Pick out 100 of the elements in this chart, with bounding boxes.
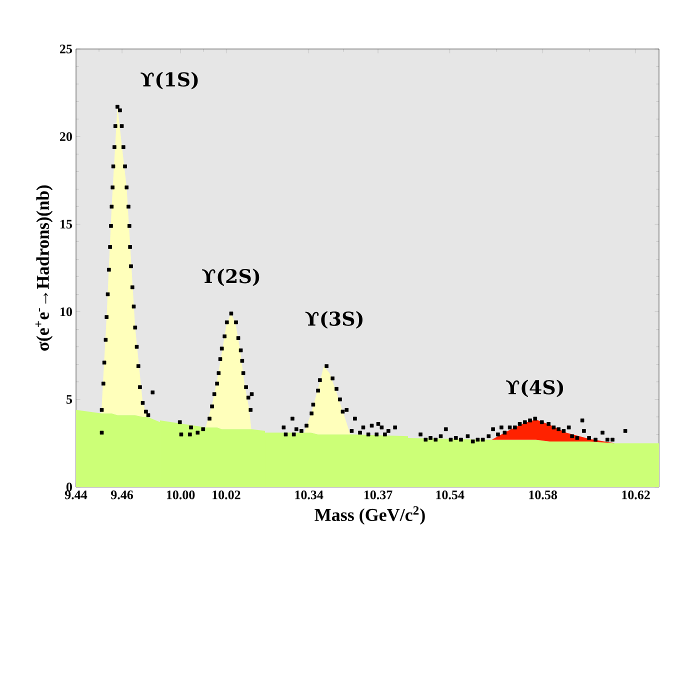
point bbox=[434, 438, 438, 442]
point bbox=[218, 357, 222, 361]
point bbox=[540, 420, 544, 424]
x-tick-label: 10.58 bbox=[529, 490, 557, 500]
point bbox=[316, 388, 320, 393]
point bbox=[500, 426, 504, 430]
point bbox=[393, 426, 397, 430]
point bbox=[518, 422, 522, 426]
point bbox=[248, 408, 253, 412]
point bbox=[120, 124, 124, 128]
point bbox=[310, 412, 314, 416]
point bbox=[244, 385, 248, 390]
point bbox=[300, 429, 304, 433]
point bbox=[594, 438, 598, 442]
point bbox=[118, 108, 122, 112]
point bbox=[502, 430, 507, 435]
y-tick-label: 10 bbox=[60, 307, 72, 316]
point bbox=[104, 338, 108, 342]
annotation: ϒ(3S) bbox=[305, 311, 362, 329]
point bbox=[189, 426, 193, 430]
point bbox=[236, 336, 240, 340]
point bbox=[552, 426, 556, 430]
point bbox=[582, 429, 586, 433]
point bbox=[146, 413, 150, 418]
point bbox=[123, 164, 127, 168]
point bbox=[224, 320, 229, 324]
point bbox=[318, 378, 322, 382]
point bbox=[428, 436, 432, 440]
point bbox=[138, 385, 142, 390]
point bbox=[459, 438, 463, 442]
point bbox=[366, 432, 370, 436]
point bbox=[570, 434, 574, 438]
point bbox=[344, 408, 349, 412]
point bbox=[144, 410, 148, 414]
point bbox=[386, 429, 390, 433]
point bbox=[290, 416, 294, 421]
point bbox=[113, 124, 118, 128]
point bbox=[210, 404, 214, 408]
point bbox=[124, 186, 129, 190]
point bbox=[100, 408, 104, 412]
point bbox=[334, 386, 338, 391]
point bbox=[533, 416, 538, 421]
point bbox=[128, 245, 132, 249]
point bbox=[380, 426, 384, 430]
point bbox=[178, 420, 182, 424]
y-tick-label: 15 bbox=[60, 220, 72, 229]
point bbox=[383, 432, 387, 436]
point bbox=[580, 418, 584, 422]
point bbox=[353, 416, 357, 421]
point bbox=[216, 371, 221, 376]
x-tick-label: 9.46 bbox=[111, 490, 134, 500]
point bbox=[240, 358, 244, 363]
point bbox=[116, 104, 120, 109]
x-tick-label: 10.00 bbox=[166, 490, 195, 500]
point bbox=[566, 426, 571, 430]
point bbox=[448, 438, 453, 442]
point bbox=[107, 268, 111, 272]
annotation: ϒ(1S) bbox=[140, 72, 198, 90]
point bbox=[129, 264, 133, 268]
point bbox=[130, 285, 134, 290]
point bbox=[454, 436, 458, 440]
point bbox=[241, 371, 246, 376]
y-axis-title: σ(e$^{+}$e$^{-}$→Hadrons)(nb) bbox=[35, 185, 53, 351]
point bbox=[546, 422, 551, 426]
y-tick-label: 5 bbox=[66, 395, 72, 404]
point bbox=[350, 429, 354, 433]
point bbox=[523, 420, 527, 424]
point bbox=[250, 392, 254, 396]
x-axis-title: Mass (GeV/c$^{2}$) bbox=[314, 506, 425, 525]
point bbox=[513, 426, 517, 430]
point bbox=[610, 438, 614, 442]
point bbox=[126, 204, 130, 209]
point bbox=[575, 436, 580, 440]
point bbox=[587, 436, 591, 440]
point bbox=[466, 434, 470, 438]
point bbox=[201, 427, 206, 432]
point bbox=[215, 382, 219, 386]
y-tick-label: 25 bbox=[60, 44, 72, 54]
x-tick-label: 10.54 bbox=[436, 490, 464, 500]
point bbox=[100, 430, 104, 435]
point bbox=[508, 426, 512, 430]
x-tick-label: 10.02 bbox=[212, 490, 240, 500]
point bbox=[140, 400, 145, 405]
point bbox=[358, 430, 362, 435]
point bbox=[324, 364, 328, 368]
point bbox=[110, 204, 114, 209]
point bbox=[444, 427, 448, 432]
point bbox=[294, 427, 298, 432]
point bbox=[212, 392, 216, 396]
point bbox=[528, 418, 532, 422]
y-tick-label: 20 bbox=[60, 132, 72, 141]
point bbox=[122, 145, 126, 150]
point bbox=[150, 390, 155, 394]
point bbox=[112, 145, 116, 150]
x-tick-label: 10.62 bbox=[622, 490, 650, 500]
point bbox=[102, 360, 106, 364]
annotation: ϒ(2S) bbox=[202, 268, 260, 286]
point bbox=[106, 292, 110, 296]
point bbox=[282, 426, 286, 430]
point bbox=[132, 304, 136, 308]
